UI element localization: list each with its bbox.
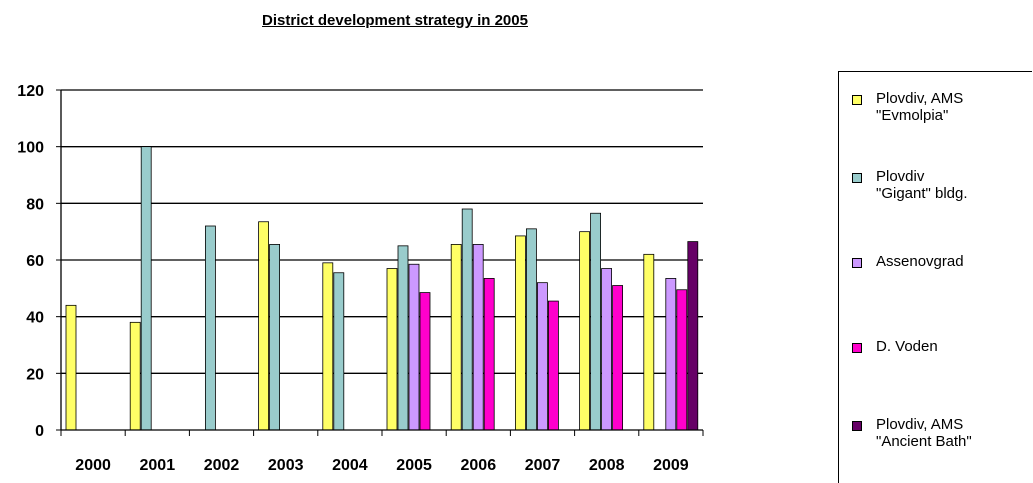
bar-2008-series-0 <box>579 231 590 431</box>
y-tick-label-100: 100 <box>17 140 44 157</box>
axes: 0 20 40 60 80 100 120 2000 2001 2002 2003 2004 2005 2… <box>17 83 704 474</box>
bar-2006-series-3 <box>483 278 495 431</box>
x-tick-label-2009: 2009 <box>653 457 689 474</box>
bar-2007-series-3 <box>548 300 559 431</box>
y-tick-label-120: 120 <box>17 83 44 100</box>
bars <box>65 146 699 431</box>
bar-2000-series-0 <box>65 304 77 431</box>
legend-label-ancient-bath: Plovdiv, AMS "Ancient Bath" <box>876 416 972 450</box>
bar-2007-series-0 <box>515 235 526 431</box>
legend: Plovdiv, AMS "Evmolpia" Plovdiv "Gigant"… <box>838 71 1032 483</box>
bar-2008-series-2 <box>601 268 612 431</box>
x-tick-label-2000: 2000 <box>75 457 111 474</box>
y-tick-label-60: 60 <box>26 253 44 270</box>
x-tick-label-2002: 2002 <box>204 457 240 474</box>
bar-2003-series-0 <box>258 221 270 431</box>
bar-2006-series-0 <box>450 244 462 431</box>
bar-2005-series-0 <box>386 268 398 431</box>
legend-label-evmolpia: Plovdiv, AMS "Evmolpia" <box>876 90 964 124</box>
legend-label-gigant: Plovdiv "Gigant" bldg. <box>876 168 968 202</box>
x-tick-label-2003: 2003 <box>268 457 304 474</box>
bar-chart: 0 20 40 60 80 100 120 2000 2001 2002 2003 2004 2005 2… <box>17 83 704 474</box>
chart-title: District development strategy in 2005 <box>262 12 528 29</box>
bar-2003-series-1 <box>269 244 281 431</box>
legend-item-ancient-bath: Plovdiv, AMS "Ancient Bath" <box>852 416 972 450</box>
bar-2004-series-0 <box>322 262 334 431</box>
x-tick-label-2005: 2005 <box>396 457 432 474</box>
bar-2005-series-3 <box>419 292 431 431</box>
bar-2009-series-4 <box>687 241 699 431</box>
legend-swatch-evmolpia <box>852 95 862 105</box>
y-tick-label-40: 40 <box>26 310 44 327</box>
bar-2007-series-1 <box>526 228 537 431</box>
bar-2009-series-0 <box>643 253 655 431</box>
x-tick-label-2004: 2004 <box>332 457 368 474</box>
bar-2001-series-0 <box>129 321 141 431</box>
legend-item-gigant: Plovdiv "Gigant" bldg. <box>852 168 968 202</box>
y-tick-label-20: 20 <box>26 366 44 383</box>
x-tick-label-2007: 2007 <box>525 457 561 474</box>
legend-label-assenovgrad: Assenovgrad <box>876 253 964 270</box>
legend-swatch-d-voden <box>852 343 862 353</box>
legend-swatch-ancient-bath <box>852 421 862 431</box>
bar-2009-series-3 <box>676 289 688 431</box>
y-tick-label-80: 80 <box>26 196 44 213</box>
bar-2008-series-1 <box>590 212 601 431</box>
bar-2005-series-2 <box>408 263 420 431</box>
legend-item-evmolpia: Plovdiv, AMS "Evmolpia" <box>852 90 963 124</box>
bar-2006-series-1 <box>461 208 473 431</box>
bar-2007-series-2 <box>537 282 548 431</box>
legend-item-assenovgrad: Assenovgrad <box>852 253 964 270</box>
legend-label-d-voden: D. Voden <box>876 338 938 355</box>
bar-2006-series-2 <box>472 244 484 431</box>
bar-2001-series-1 <box>140 146 152 431</box>
bar-2005-series-1 <box>397 245 409 431</box>
x-tick-label-2008: 2008 <box>589 457 625 474</box>
y-tick-label-0: 0 <box>35 423 44 440</box>
legend-swatch-gigant <box>852 173 862 183</box>
x-tick-label-2001: 2001 <box>140 457 176 474</box>
bar-2002-series-1 <box>204 225 216 431</box>
legend-item-d-voden: D. Voden <box>852 338 938 355</box>
bar-2009-series-2 <box>665 278 677 431</box>
bar-2008-series-3 <box>612 285 623 431</box>
x-tick-label-2006: 2006 <box>461 457 497 474</box>
bar-2004-series-1 <box>333 272 345 431</box>
legend-swatch-assenovgrad <box>852 258 862 268</box>
